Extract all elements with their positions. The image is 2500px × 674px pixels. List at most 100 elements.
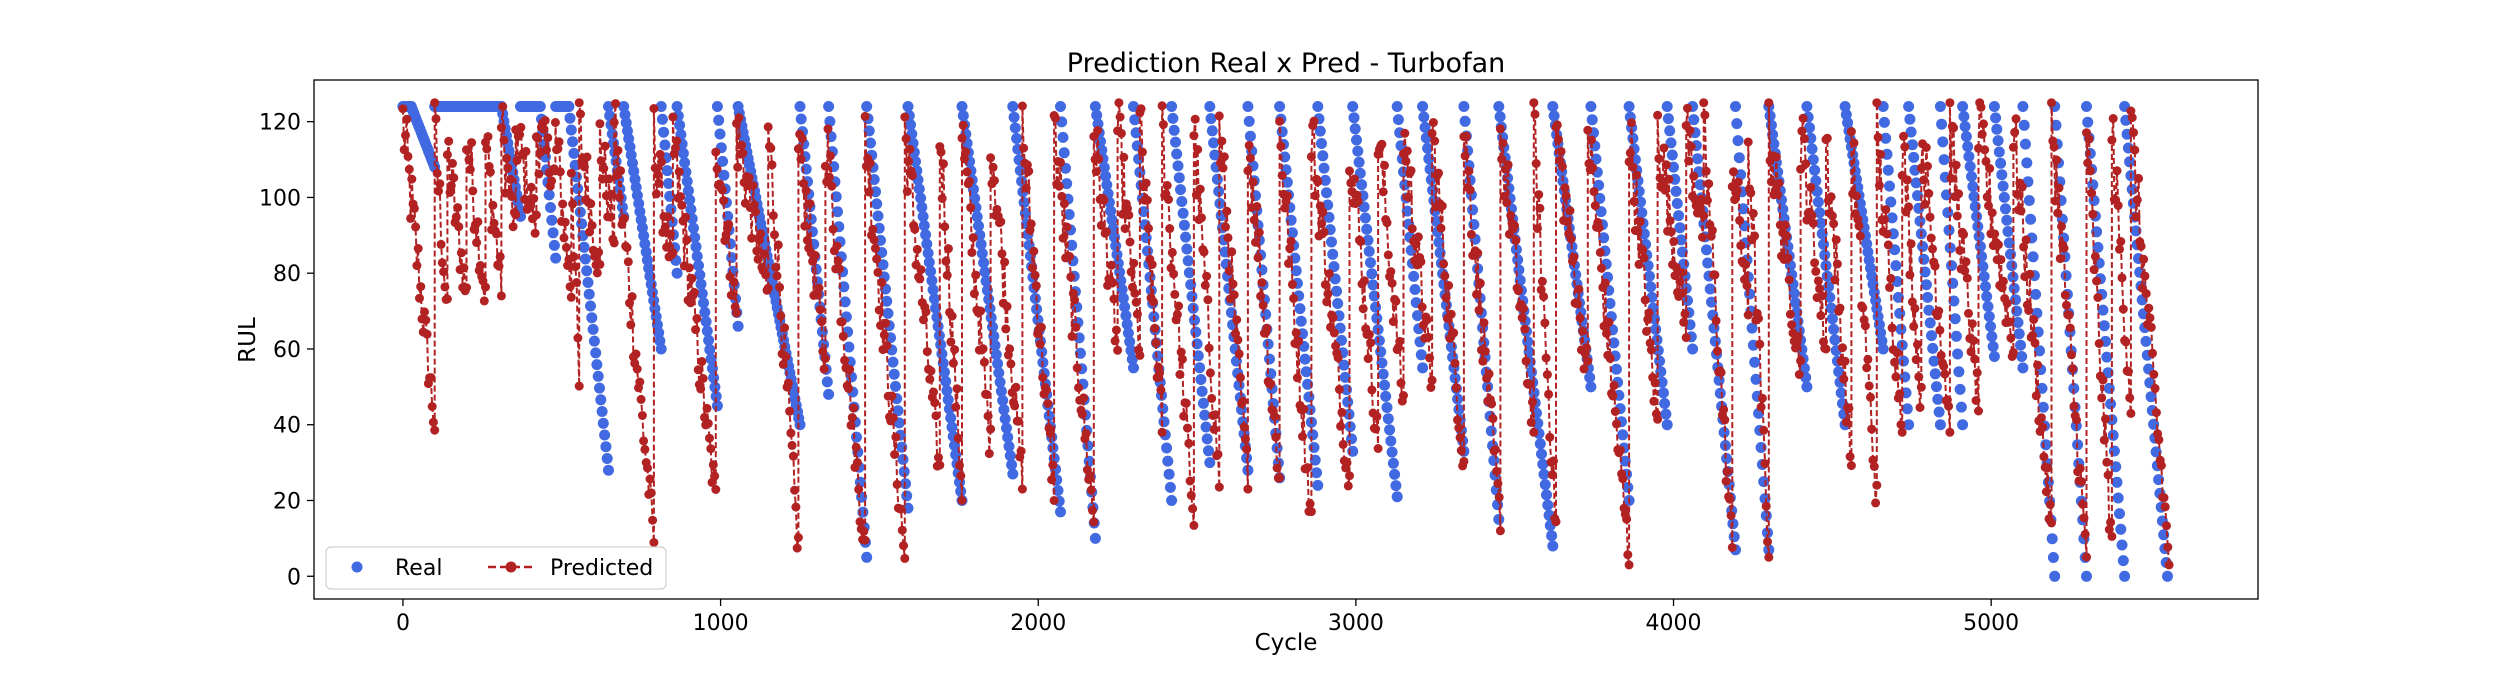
point-predicted	[494, 261, 504, 271]
point-real	[1161, 442, 1173, 454]
point-real	[1809, 164, 1821, 176]
point-predicted	[2075, 464, 2085, 473]
point-real	[1419, 121, 1431, 133]
point-predicted	[1987, 208, 1997, 218]
point-real	[2023, 195, 2035, 206]
point-real	[1485, 425, 1497, 437]
point-real	[726, 252, 738, 264]
point-predicted	[569, 252, 579, 262]
point-real	[987, 321, 998, 333]
point-predicted	[2102, 457, 2112, 467]
point-predicted	[1324, 269, 1334, 279]
point-real	[1379, 379, 1390, 391]
point-real	[1604, 298, 1616, 309]
point-real	[1276, 126, 1288, 138]
point-predicted	[1761, 501, 1771, 511]
point-predicted	[1363, 354, 1373, 364]
point-predicted	[1909, 321, 1919, 331]
point-real	[901, 490, 913, 502]
point-real	[1608, 337, 1620, 349]
point-predicted	[696, 384, 706, 394]
point-predicted	[1887, 323, 1897, 333]
point-real	[1433, 236, 1445, 248]
point-real	[2068, 382, 2080, 394]
point-real	[1001, 422, 1012, 434]
point-predicted	[860, 535, 870, 545]
point-real	[710, 390, 722, 402]
point-real	[2117, 555, 2129, 567]
point-predicted	[1440, 271, 1450, 281]
point-predicted	[1382, 218, 1392, 228]
point-real	[2145, 391, 2157, 403]
point-real	[1947, 277, 1959, 289]
point-real	[699, 306, 711, 318]
point-predicted	[1602, 329, 1611, 338]
x-tick-label: 3000	[1328, 611, 1384, 636]
point-predicted	[2148, 348, 2157, 358]
point-predicted	[890, 450, 900, 459]
point-predicted	[1021, 183, 1031, 193]
point-predicted	[1743, 310, 1753, 320]
point-real	[1546, 530, 1558, 542]
point-predicted	[687, 273, 697, 283]
point-predicted	[1207, 393, 1217, 403]
point-real	[1946, 260, 1957, 272]
point-predicted	[2033, 360, 2043, 370]
point-predicted	[526, 182, 536, 192]
point-real	[1152, 350, 1164, 362]
point-predicted	[1292, 373, 1302, 383]
point-real	[838, 281, 850, 293]
point-predicted	[637, 411, 647, 420]
point-predicted	[1030, 270, 1040, 280]
point-real	[1536, 448, 1547, 460]
point-predicted	[748, 181, 758, 191]
point-predicted	[1306, 507, 1316, 517]
point-predicted	[986, 424, 996, 434]
point-predicted	[1940, 369, 1950, 379]
point-real	[1645, 281, 1657, 293]
point-predicted	[800, 221, 810, 231]
point-predicted	[1653, 414, 1663, 424]
point-real	[639, 238, 651, 250]
point-predicted	[1113, 345, 1123, 355]
point-predicted	[1245, 153, 1255, 163]
point-predicted	[854, 484, 864, 494]
point-real	[1706, 296, 1717, 308]
point-predicted	[817, 317, 827, 327]
point-predicted	[1388, 317, 1398, 327]
point-predicted	[1129, 258, 1139, 268]
point-real	[2098, 320, 2110, 332]
point-real	[823, 388, 835, 400]
point-predicted	[838, 331, 848, 341]
point-predicted	[879, 330, 889, 340]
point-real	[2036, 382, 2048, 394]
point-predicted	[2085, 166, 2095, 176]
point-real	[674, 119, 686, 131]
point-real	[1029, 293, 1041, 304]
point-real	[983, 293, 995, 305]
point-predicted	[2099, 435, 2109, 445]
point-real	[684, 194, 696, 206]
point-real	[1417, 362, 1429, 374]
point-predicted	[689, 287, 699, 297]
point-predicted	[1665, 216, 1675, 226]
point-predicted	[1214, 482, 1224, 492]
point-real	[2060, 270, 2072, 282]
point-real	[1702, 257, 1714, 269]
point-predicted	[1685, 126, 1695, 135]
point-predicted	[1036, 322, 1046, 332]
point-real	[2097, 304, 2109, 316]
point-predicted	[712, 164, 722, 174]
point-real	[703, 334, 715, 346]
point-real	[1884, 180, 1895, 192]
point-predicted	[1328, 313, 1338, 323]
point-real	[1674, 222, 1686, 234]
point-predicted	[1608, 391, 1618, 401]
point-real	[591, 359, 603, 371]
point-predicted	[1517, 313, 1527, 323]
point-real	[1157, 403, 1169, 415]
point-real	[1982, 301, 1994, 312]
point-real	[1192, 350, 1204, 362]
point-predicted	[1891, 372, 1901, 382]
